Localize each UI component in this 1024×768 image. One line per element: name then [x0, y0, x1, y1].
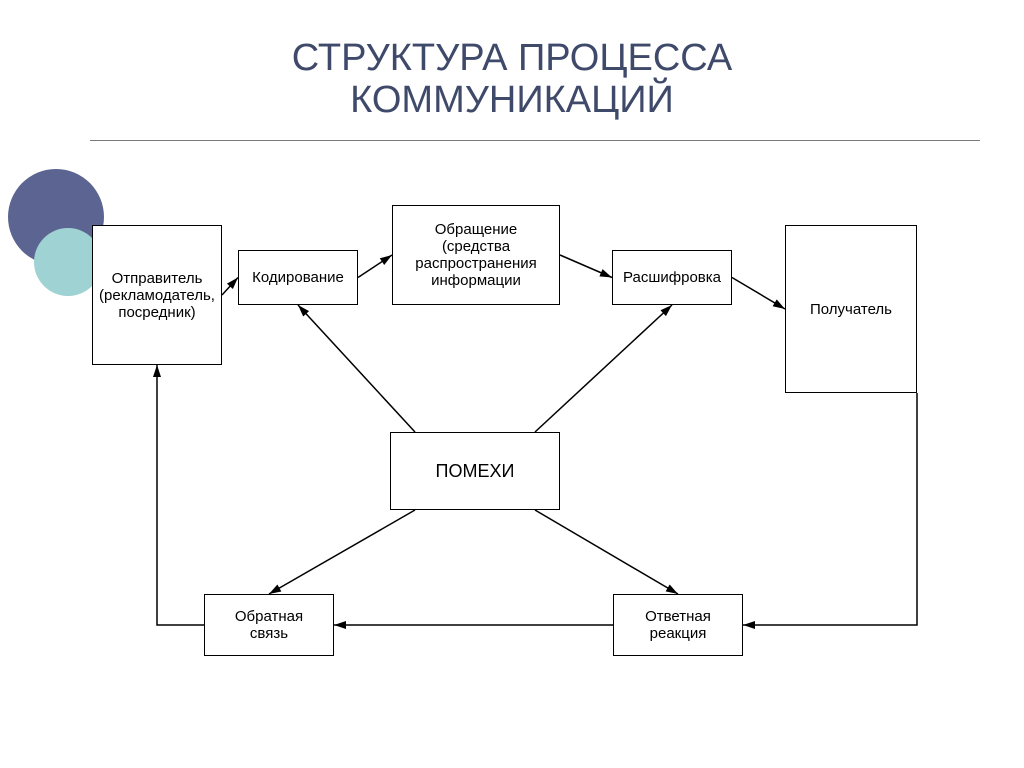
diagram-stage: СТРУКТУРА ПРОЦЕССА КОММУНИКАЦИЙ Отправит…	[0, 0, 1024, 768]
title-line2: КОММУНИКАЦИЙ	[350, 79, 674, 121]
node-receiver: Получатель	[785, 225, 917, 393]
title-line1: СТРУКТУРА ПРОЦЕССА	[292, 37, 732, 79]
node-sender: Отправитель(рекламодатель,посредник)	[92, 225, 222, 365]
node-feedback: Обратнаясвязь	[204, 594, 334, 656]
node-message: Обращение(средствараспространенияинформа…	[392, 205, 560, 305]
node-decoding: Расшифровка	[612, 250, 732, 305]
slide-title: СТРУКТУРА ПРОЦЕССА КОММУНИКАЦИЙ	[0, 38, 1024, 122]
node-response: Ответнаяреакция	[613, 594, 743, 656]
node-noise: ПОМЕХИ	[390, 432, 560, 510]
node-encoding: Кодирование	[238, 250, 358, 305]
title-underline	[90, 140, 980, 141]
